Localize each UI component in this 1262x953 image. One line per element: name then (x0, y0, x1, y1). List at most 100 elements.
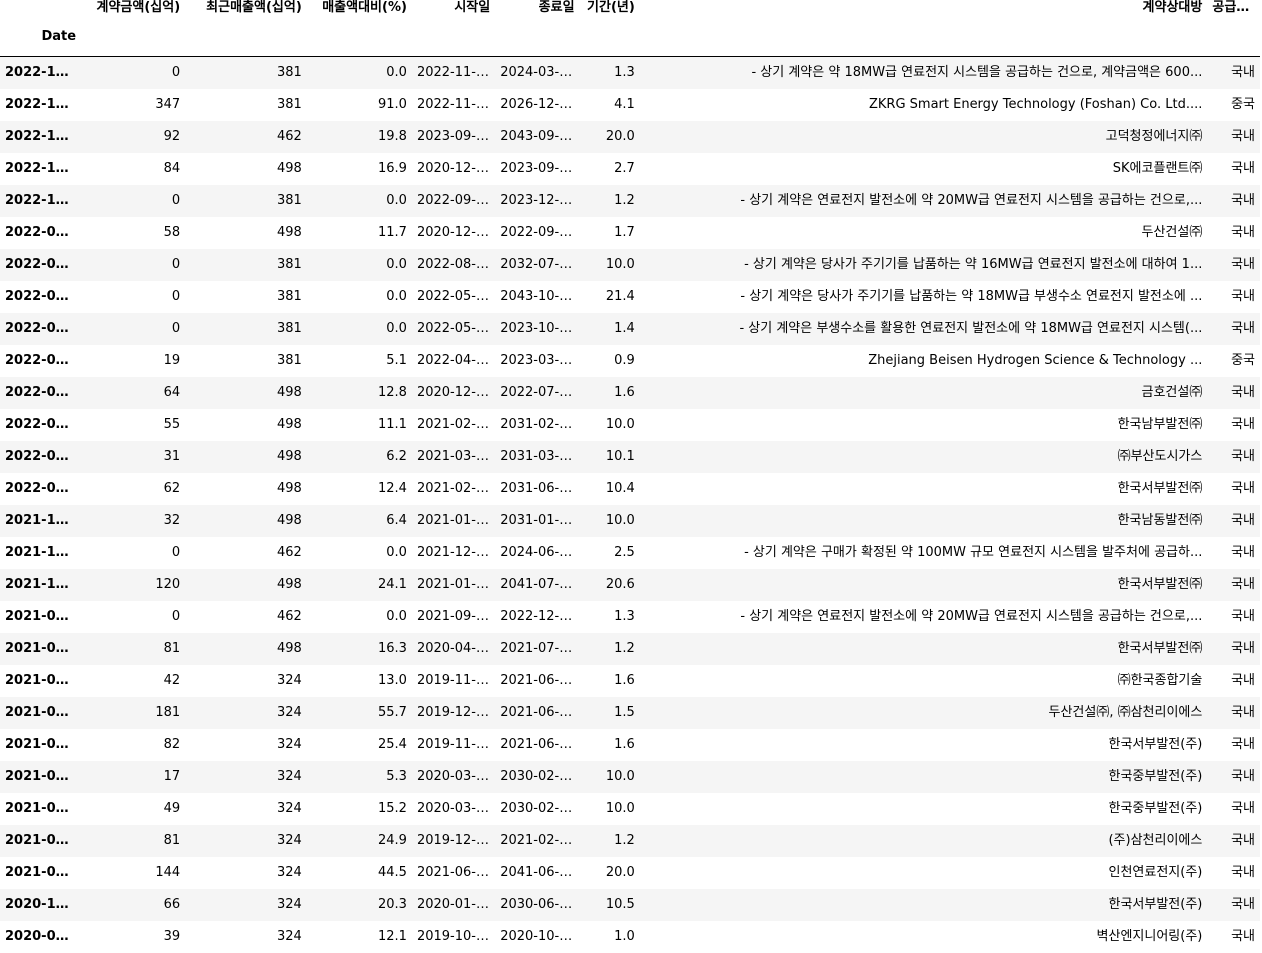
cell-counterparty: - 상기 계약은 연료전지 발전소에 약 20MW급 연료전지 시스템을 공급하… (740, 192, 1203, 208)
cell-counterparty: 두산건설㈜, ㈜삼천리이에스 (1048, 704, 1203, 720)
cell-supply-region: 국내 (1231, 320, 1255, 336)
cell-duration: 1.6 (614, 384, 635, 400)
cell-contract-amount: 32 (163, 512, 181, 528)
cell-revenue-ratio: 0.0 (386, 608, 407, 624)
row-date: 2022-10-11 (5, 128, 82, 144)
cell-contract-amount: 55 (163, 416, 181, 432)
table-row: 2020-12-24 66 324 20.3 2020-01-01 2030-06-27 1… (0, 888, 1260, 921)
cell-contract-amount: 39 (163, 928, 181, 944)
col-header-recent-revenue: 최근매출액(십억) (206, 0, 302, 15)
cell-revenue-ratio: 6.2 (386, 448, 407, 464)
cell-start-date: 2022-11-30 (416, 64, 493, 80)
cell-counterparty: 한국남부발전㈜ (1117, 416, 1203, 432)
cell-end-date: 2032-07-31 (500, 256, 576, 272)
cell-revenue-ratio: 5.3 (386, 768, 407, 784)
cell-start-date: 2020-04-17 (416, 640, 493, 656)
table-row: 2021-09-28 0 462 0.0 2021-09-27 2022-12-31 1.3… (0, 600, 1260, 633)
cell-end-date: 2031-03-31 (500, 448, 576, 464)
cell-end-date: 2022-09-15 (500, 224, 576, 240)
table-row: 2021-04-13 82 324 25.4 2019-11-13 2021-06-30 1… (0, 728, 1260, 761)
cell-end-date: 2023-03-31 (500, 352, 576, 368)
cell-duration: 10.0 (605, 416, 635, 432)
cell-recent-revenue: 324 (276, 736, 302, 752)
cell-start-date: 2019-10-29 (416, 928, 493, 944)
cell-recent-revenue: 462 (276, 608, 302, 624)
cell-recent-revenue: 462 (276, 544, 302, 560)
table-row: 2021-06-30 42 324 13.0 2019-11-18 2021-06-30 1… (0, 664, 1260, 697)
cell-supply-region: 국내 (1231, 800, 1255, 816)
cell-counterparty: - 상기 계약은 당사가 주기기를 납품하는 약 16MW급 연료전지 발전소에… (744, 256, 1203, 272)
cell-duration: 1.3 (614, 608, 635, 624)
cell-start-date: 2022-05-20 (416, 320, 493, 336)
cell-revenue-ratio: 16.3 (377, 640, 407, 656)
row-date: 2021-06-30 (5, 672, 82, 688)
cell-counterparty: 한국남동발전㈜ (1117, 512, 1203, 528)
cell-revenue-ratio: 44.5 (377, 864, 407, 880)
row-date: 2022-10-11 (5, 160, 82, 176)
cell-recent-revenue: 498 (276, 512, 302, 528)
cell-end-date: 2043-09-25 (500, 128, 576, 144)
table-row: 2022-04-27 19 381 5.1 2022-04-26 2023-03-31 0.… (0, 344, 1260, 377)
cell-contract-amount: 84 (163, 160, 181, 176)
row-date: 2022-05-23 (5, 288, 82, 304)
cell-contract-amount: 31 (163, 448, 181, 464)
cell-recent-revenue: 324 (276, 800, 302, 816)
cell-start-date: 2020-03-01 (416, 800, 493, 816)
cell-contract-amount: 82 (163, 736, 181, 752)
cell-start-date: 2020-03-01 (416, 768, 493, 784)
row-date: 2022-10-04 (5, 192, 82, 208)
cell-duration: 10.4 (605, 480, 635, 496)
column-header-row: 계약금액(십억) 최근매출액(십억) 매출액대비(%) 시작일 종료일 기간(년… (0, 0, 1261, 18)
cell-supply-region: 국내 (1231, 704, 1255, 720)
row-date: 2022-05-23 (5, 320, 82, 336)
cell-contract-amount: 0 (171, 544, 181, 560)
cell-contract-amount: 120 (155, 576, 181, 592)
cell-supply-region: 중국 (1231, 352, 1255, 368)
table-row: 2021-06-14 181 324 55.7 2019-12-26 2021-06-14… (0, 696, 1260, 729)
cell-counterparty: - 상기 계약은 당사가 주기기를 납품하는 약 18MW급 부생수소 연료전지… (740, 288, 1203, 304)
cell-counterparty: 인천연료전지(주) (1108, 864, 1203, 880)
cell-end-date: 2041-06-14 (500, 864, 576, 880)
cell-contract-amount: 181 (155, 704, 181, 720)
cell-supply-region: 국내 (1231, 288, 1255, 304)
cell-revenue-ratio: 0.0 (386, 192, 407, 208)
row-date: 2022-07-28 (5, 256, 82, 272)
row-date: 2021-09-28 (5, 608, 82, 624)
cell-revenue-ratio: 15.2 (377, 800, 407, 816)
cell-start-date: 2020-12-29 (416, 160, 493, 176)
cell-counterparty: 벽산엔지니어링(주) (1096, 928, 1203, 944)
cell-duration: 20.0 (605, 128, 635, 144)
cell-start-date: 2020-12-31 (416, 224, 493, 240)
cell-revenue-ratio: 55.7 (377, 704, 407, 720)
cell-end-date: 2022-12-31 (500, 608, 576, 624)
cell-duration: 1.2 (614, 640, 635, 656)
cell-revenue-ratio: 24.1 (377, 576, 407, 592)
cell-duration: 21.4 (605, 288, 635, 304)
cell-supply-region: 국내 (1231, 832, 1255, 848)
row-date: 2022-02-04 (5, 480, 82, 496)
index-name-header: Date (0, 18, 82, 57)
cell-recent-revenue: 381 (276, 256, 302, 272)
cell-supply-region: 중국 (1231, 96, 1255, 112)
cell-start-date: 2021-03-12 (416, 448, 493, 464)
cell-recent-revenue: 324 (276, 928, 302, 944)
table-row: 2021-03-10 17 324 5.3 2020-03-01 2030-02-28 10… (0, 760, 1260, 793)
cell-duration: 10.0 (605, 512, 635, 528)
row-date: 2021-01-20 (5, 864, 82, 880)
cell-duration: 20.0 (605, 864, 635, 880)
cell-duration: 1.3 (614, 64, 635, 80)
cell-end-date: 2021-02-28 (500, 832, 576, 848)
cell-revenue-ratio: 0.0 (386, 288, 407, 304)
cell-counterparty: - 상기 계약은 약 18MW급 연료전지 시스템을 공급하는 건으로, 계약금… (751, 64, 1203, 80)
cell-end-date: 2023-12-20 (500, 192, 576, 208)
cell-contract-amount: 17 (163, 768, 181, 784)
cell-counterparty: ㈜부산도시가스 (1117, 448, 1203, 464)
cell-revenue-ratio: 12.8 (377, 384, 407, 400)
cell-start-date: 2021-12-22 (416, 544, 493, 560)
table-row: 2022-11-21 347 381 91.0 2022-11-18 2026-12-31… (0, 88, 1260, 121)
cell-duration: 1.4 (614, 320, 635, 336)
cell-duration: 1.6 (614, 736, 635, 752)
cell-end-date: 2031-01-04 (500, 512, 576, 528)
cell-counterparty: 한국중부발전(주) (1108, 768, 1203, 784)
row-date: 2021-06-14 (5, 704, 82, 720)
